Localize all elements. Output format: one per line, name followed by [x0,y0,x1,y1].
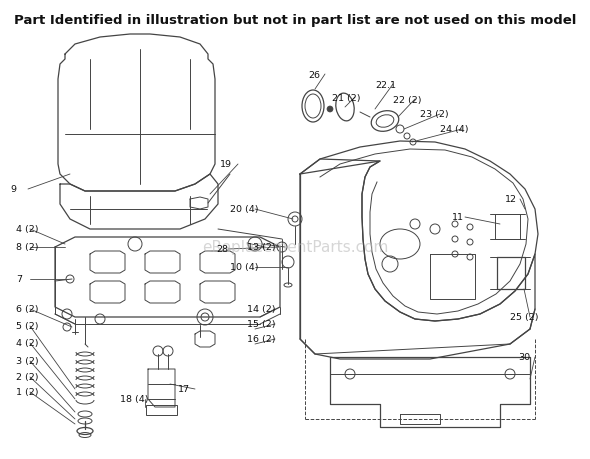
Text: Part Identified in illustration but not in part list are not used on this model: Part Identified in illustration but not … [14,14,576,27]
Text: 4 (2): 4 (2) [16,225,38,234]
Text: 1 (2): 1 (2) [16,388,38,397]
Circle shape [327,107,333,113]
Text: 12: 12 [505,195,517,204]
Bar [146,405,177,415]
Text: 7: 7 [16,275,22,284]
Text: 22.1: 22.1 [375,80,396,90]
Text: 26: 26 [308,70,320,79]
Text: 6 (2): 6 (2) [16,305,38,314]
Text: 4 (2): 4 (2) [16,339,38,348]
Text: 22 (2): 22 (2) [393,95,421,104]
Text: 5 (2): 5 (2) [16,322,38,331]
Text: 18 (4): 18 (4) [120,395,149,403]
Text: 19: 19 [220,160,232,169]
Text: 21 (2): 21 (2) [332,93,360,102]
Text: 9: 9 [10,185,16,194]
Text: 3 (2): 3 (2) [16,357,38,366]
Text: 10 (4): 10 (4) [230,263,258,272]
Text: 28: 28 [216,245,228,254]
Text: 24 (4): 24 (4) [440,125,468,134]
Text: 15 (2): 15 (2) [247,320,276,329]
Text: 13 (2): 13 (2) [247,243,276,252]
Text: 23 (2): 23 (2) [420,110,448,119]
Text: 2 (2): 2 (2) [16,373,38,382]
Text: 11: 11 [452,213,464,222]
Text: 25 (2): 25 (2) [510,313,539,322]
Text: 14 (2): 14 (2) [247,305,276,314]
Text: 20 (4): 20 (4) [230,205,258,214]
Text: eReplacementParts.com: eReplacementParts.com [202,240,388,255]
Text: 17: 17 [178,385,190,394]
Text: 8 (2): 8 (2) [16,243,38,252]
Text: 16 (2): 16 (2) [247,335,276,344]
Text: 30: 30 [518,353,530,362]
